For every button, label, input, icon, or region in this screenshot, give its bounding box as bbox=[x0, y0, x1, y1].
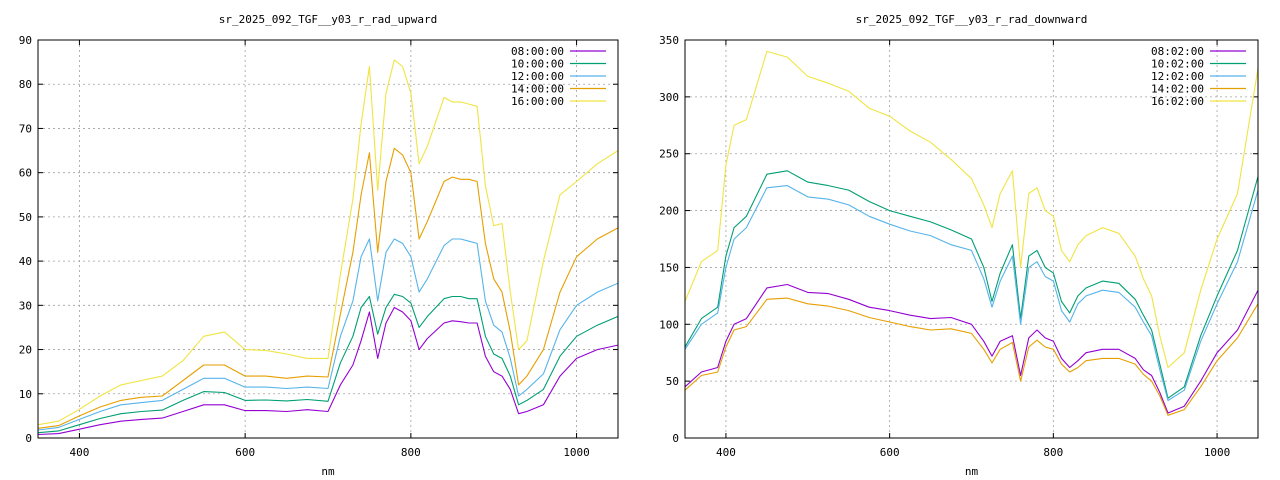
y-tick-label: 300 bbox=[659, 91, 679, 104]
legend-label: 14:00:00 bbox=[511, 83, 564, 96]
x-tick-label: 1000 bbox=[1204, 446, 1231, 459]
y-tick-label: 100 bbox=[659, 318, 679, 331]
series-line-10-02-00 bbox=[685, 170, 1258, 399]
plot-frame bbox=[37, 39, 619, 439]
legend-label: 10:00:00 bbox=[511, 58, 564, 71]
x-tick-label: 600 bbox=[880, 446, 900, 459]
x-axis-label: nm bbox=[965, 465, 979, 478]
series-line-12-00-00 bbox=[38, 238, 618, 431]
y-tick-label: 10 bbox=[19, 388, 32, 401]
y-tick-label: 150 bbox=[659, 261, 679, 274]
legend-label: 16:02:00 bbox=[1151, 95, 1204, 108]
x-tick-label: 400 bbox=[69, 446, 89, 459]
x-axis-label: nm bbox=[321, 465, 335, 478]
y-tick-label: 80 bbox=[19, 78, 32, 91]
y-tick-label: 50 bbox=[666, 375, 679, 388]
y-tick-label: 20 bbox=[19, 344, 32, 357]
legend-label: 12:02:00 bbox=[1151, 70, 1204, 83]
y-tick-label: 50 bbox=[19, 211, 32, 224]
x-tick-label: 400 bbox=[716, 446, 736, 459]
y-tick-label: 60 bbox=[19, 167, 32, 180]
y-tick-label: 200 bbox=[659, 205, 679, 218]
y-tick-label: 250 bbox=[659, 148, 679, 161]
legend-label: 10:02:00 bbox=[1151, 58, 1204, 71]
series-line-14-00-00 bbox=[38, 147, 618, 429]
legend-label: 14:02:00 bbox=[1151, 83, 1204, 96]
x-tick-label: 800 bbox=[401, 446, 421, 459]
series-line-16-00-00 bbox=[38, 59, 618, 426]
series-group bbox=[685, 50, 1258, 416]
series-line-16-02-00 bbox=[685, 50, 1258, 369]
y-tick-label: 0 bbox=[672, 432, 679, 445]
legend-label: 12:00:00 bbox=[511, 70, 564, 83]
y-tick-label: 40 bbox=[19, 255, 32, 268]
series-line-08-02-00 bbox=[685, 283, 1258, 414]
chart-title: sr_2025_092_TGF__y03_r_rad_downward bbox=[856, 13, 1088, 26]
x-tick-label: 1000 bbox=[563, 446, 590, 459]
y-tick-label: 30 bbox=[19, 299, 32, 312]
x-tick-label: 600 bbox=[235, 446, 255, 459]
legend-label: 08:02:00 bbox=[1151, 45, 1204, 58]
y-tick-label: 0 bbox=[25, 432, 32, 445]
y-tick-label: 70 bbox=[19, 122, 32, 135]
series-line-08-00-00 bbox=[38, 306, 618, 436]
series-line-10-00-00 bbox=[38, 293, 618, 434]
chart-2: sr_2025_092_TGF__y03_r_rad_downward 0 50 10… bbox=[659, 13, 1259, 478]
plot-frame bbox=[684, 39, 1259, 439]
legend-label: 16:00:00 bbox=[511, 95, 564, 108]
chart-title: sr_2025_092_TGF__y03_r_rad_upward bbox=[219, 13, 438, 26]
series-line-14-02-00 bbox=[685, 297, 1258, 416]
x-tick-label: 800 bbox=[1043, 446, 1063, 459]
y-tick-label: 90 bbox=[19, 34, 32, 47]
y-tick-label: 350 bbox=[659, 34, 679, 47]
series-group bbox=[38, 59, 618, 436]
legend-label: 08:00:00 bbox=[511, 45, 564, 58]
chart-1: sr_2025_092_TGF__y03_r_rad_upward 0 10 20 30… bbox=[19, 13, 619, 478]
series-line-12-02-00 bbox=[685, 185, 1258, 402]
